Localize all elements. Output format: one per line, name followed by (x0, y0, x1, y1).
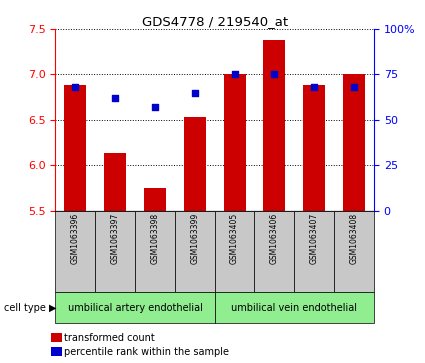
Point (271, 72, 278, 77)
Text: cell type ▶: cell type ▶ (4, 303, 57, 313)
Point (351, 84, 357, 90)
Point (112, 95, 119, 101)
Bar (224, 74, 246, 211)
Text: GSM1063406: GSM1063406 (270, 213, 279, 264)
Text: GSM1063399: GSM1063399 (190, 213, 199, 264)
Text: umbilical vein endothelial: umbilical vein endothelial (231, 303, 357, 313)
Bar (104, 154, 126, 211)
Point (311, 84, 317, 90)
Text: GSM1063407: GSM1063407 (310, 213, 319, 264)
Bar (184, 117, 206, 211)
Text: transformed count: transformed count (64, 333, 155, 343)
Bar (264, 40, 285, 211)
Text: GSM1063398: GSM1063398 (150, 213, 159, 264)
Bar (64, 85, 86, 211)
Bar (343, 74, 365, 211)
Text: GSM1063396: GSM1063396 (71, 213, 79, 264)
Text: percentile rank within the sample: percentile rank within the sample (64, 347, 229, 357)
Text: GSM1063405: GSM1063405 (230, 213, 239, 264)
Text: umbilical artery endothelial: umbilical artery endothelial (68, 303, 202, 313)
Point (191, 90, 198, 95)
Text: GSM1063397: GSM1063397 (110, 213, 119, 264)
Title: GDS4778 / 219540_at: GDS4778 / 219540_at (142, 15, 288, 28)
Point (72, 84, 79, 90)
Bar (144, 188, 166, 211)
Point (231, 72, 238, 77)
Text: GSM1063408: GSM1063408 (350, 213, 359, 264)
Point (151, 104, 158, 110)
Bar (303, 85, 325, 211)
